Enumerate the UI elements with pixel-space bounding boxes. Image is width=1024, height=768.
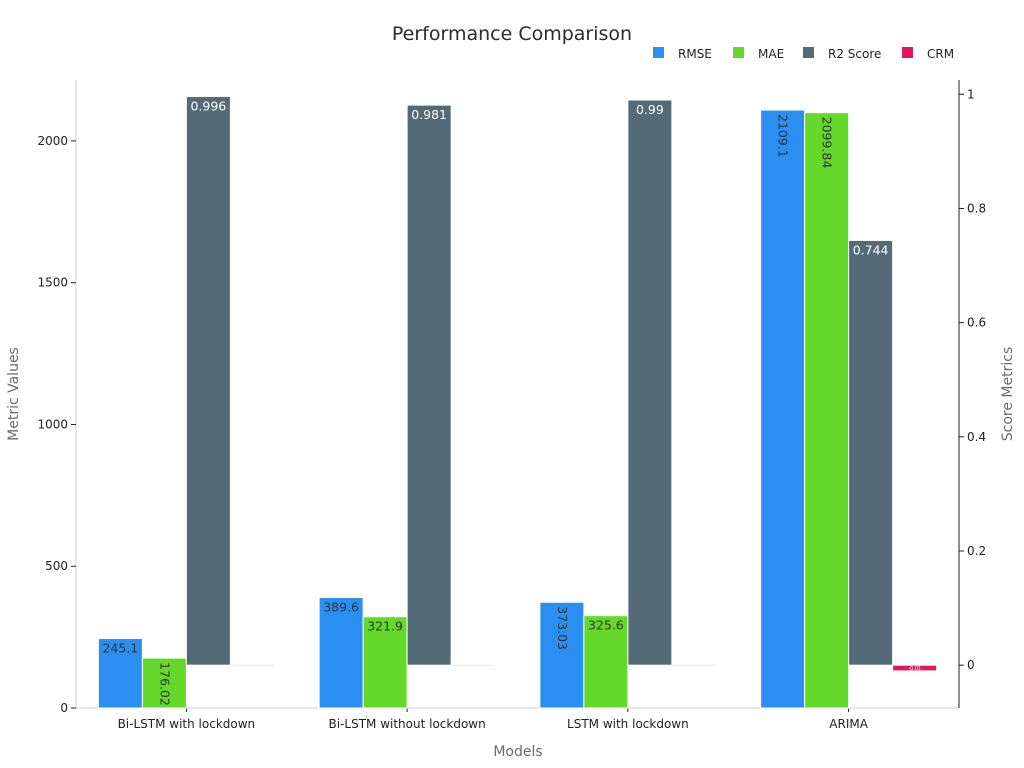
bar-mae — [362, 616, 408, 709]
y2-axis-title: Score Metrics — [1000, 347, 1016, 441]
x-tick-label: ARIMA — [829, 717, 868, 731]
data-label: 373.03 — [555, 606, 570, 650]
x-tick-label: Bi-LSTM with lockdown — [118, 717, 256, 731]
bar-r2-score — [848, 239, 894, 666]
bar-rmse — [539, 601, 585, 709]
bar-r2-score — [627, 99, 673, 666]
y-tick-label: 1500 — [37, 276, 68, 290]
bar-rmse — [318, 597, 364, 709]
data-label: 0.99 — [636, 102, 664, 117]
y-tick-label: 2000 — [37, 134, 68, 148]
legend-swatch — [902, 47, 913, 58]
y2-tick-label: 0.8 — [967, 201, 986, 215]
legend-swatch — [733, 47, 744, 58]
x-axis-title: Models — [493, 744, 542, 760]
chart-title: Performance Comparison — [392, 23, 632, 45]
y-axis-title: Metric Values — [6, 347, 22, 441]
data-label: 2109.1 — [776, 114, 791, 158]
data-label: 176.02 — [157, 662, 172, 706]
axes: 0 500 1000 1500 2000 0 0.2 0.4 0.6 0.8 1 Bi-LSTM wi… — [37, 80, 986, 731]
legend-label: MAE — [758, 47, 784, 61]
data-label: 0.996 — [190, 99, 226, 114]
bar-mae — [141, 657, 187, 709]
data-label: 321.9 — [367, 619, 403, 634]
bar-rmse — [97, 638, 143, 709]
data-label: 325.6 — [588, 618, 624, 633]
data-labels: 245.1 176.02 0.996 389.6 321.9 0.981 373.03 325… — [102, 99, 921, 706]
y2-tick-label: 0.2 — [967, 544, 986, 558]
legend-label: R2 Score — [828, 47, 881, 61]
legend-swatch — [653, 47, 664, 58]
data-label: 0.981 — [411, 107, 447, 122]
data-label: 389.6 — [323, 600, 359, 615]
data-label: 2099.84 — [820, 117, 835, 169]
legend: RMSE MAE R2 Score CRM — [653, 47, 954, 61]
legend-label: RMSE — [678, 47, 712, 61]
x-tick-label: Bi-LSTM without lockdown — [329, 717, 486, 731]
bar-r2-score — [185, 96, 231, 666]
y2-tick-label: 0.6 — [967, 316, 986, 330]
data-label: -0.01 — [908, 666, 921, 672]
bar-rmse — [760, 109, 806, 709]
bar-mae — [804, 112, 850, 709]
bar-crm — [892, 664, 938, 672]
y-tick-label: 0 — [60, 701, 68, 715]
bar-mae — [583, 615, 629, 709]
data-label: 0.744 — [853, 242, 889, 257]
y2-tick-label: 0 — [967, 658, 975, 672]
y-tick-label: 500 — [45, 559, 68, 573]
y-tick-label: 1000 — [37, 417, 68, 431]
y2-tick-label: 0.4 — [967, 430, 986, 444]
legend-swatch — [803, 47, 814, 58]
bar-r2-score — [406, 104, 452, 666]
bars — [97, 96, 938, 709]
legend-label: CRM — [927, 47, 954, 61]
data-label: 245.1 — [102, 641, 138, 656]
y2-tick-label: 1 — [967, 87, 975, 101]
x-tick-label: LSTM with lockdown — [567, 717, 689, 731]
